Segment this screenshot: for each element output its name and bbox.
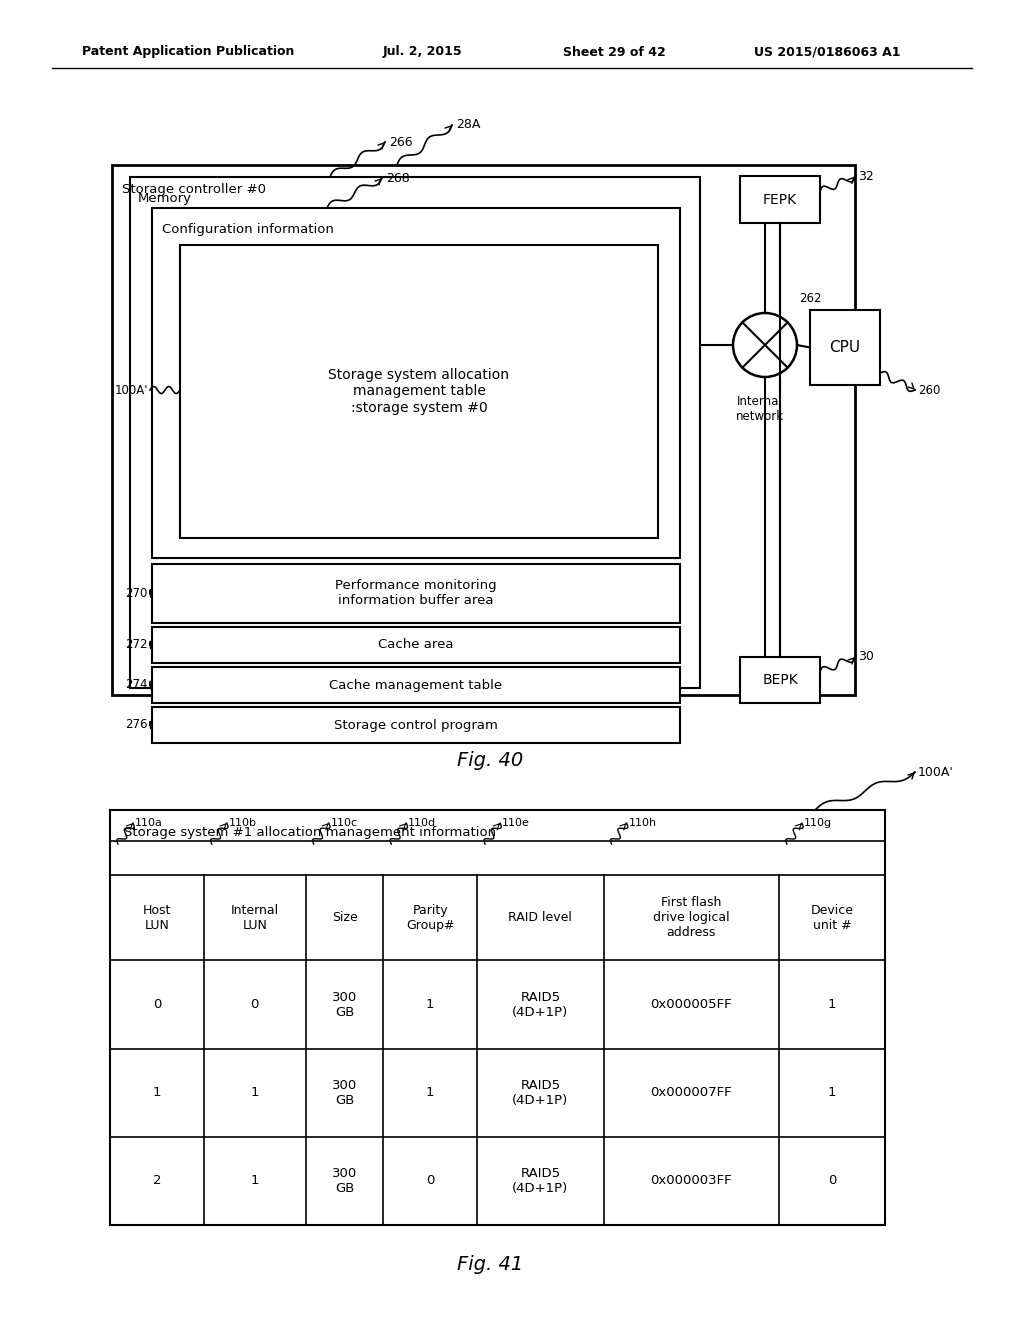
Bar <box>152 209 680 558</box>
Text: FEPK: FEPK <box>763 193 797 206</box>
Text: CPU: CPU <box>829 341 860 355</box>
Bar <box>180 246 658 539</box>
Bar <box>740 657 820 704</box>
Bar <box>810 310 880 385</box>
Text: 1: 1 <box>426 1086 434 1100</box>
Text: Patent Application Publication: Patent Application Publication <box>82 45 294 58</box>
Text: 260: 260 <box>918 384 940 396</box>
Text: 1: 1 <box>153 1086 161 1100</box>
Text: 266: 266 <box>389 136 413 149</box>
Bar <box>152 667 680 704</box>
Text: 0: 0 <box>153 998 161 1011</box>
Text: First flash
drive logical
address: First flash drive logical address <box>653 896 729 940</box>
Text: 270: 270 <box>126 587 148 601</box>
Text: 1: 1 <box>426 998 434 1011</box>
Text: 0: 0 <box>827 1175 837 1188</box>
Text: Internal
LUN: Internal LUN <box>230 904 279 932</box>
Text: 28A: 28A <box>456 119 480 132</box>
Bar <box>112 165 855 696</box>
Text: Host
LUN: Host LUN <box>142 904 171 932</box>
Bar <box>130 177 700 688</box>
Text: Storage control program: Storage control program <box>334 718 498 731</box>
Text: Cache area: Cache area <box>378 639 454 652</box>
Bar <box>152 564 680 623</box>
Text: Internal
network: Internal network <box>736 395 784 422</box>
Text: 1: 1 <box>827 1086 837 1100</box>
Bar <box>152 627 680 663</box>
Text: 274: 274 <box>126 678 148 692</box>
Text: 0x000007FF: 0x000007FF <box>650 1086 732 1100</box>
Text: 0x000005FF: 0x000005FF <box>650 998 732 1011</box>
Text: Parity
Group#: Parity Group# <box>406 904 455 932</box>
Text: 1: 1 <box>827 998 837 1011</box>
Text: 300
GB: 300 GB <box>332 1078 357 1106</box>
Text: Memory: Memory <box>138 191 193 205</box>
Text: 110c: 110c <box>331 818 358 828</box>
Text: 300
GB: 300 GB <box>332 1167 357 1195</box>
Text: Storage system allocation
management table
:storage system #0: Storage system allocation management tab… <box>329 368 510 414</box>
Text: 268: 268 <box>386 172 410 185</box>
Text: Sheet 29 of 42: Sheet 29 of 42 <box>562 45 666 58</box>
Text: RAID5
(4D+1P): RAID5 (4D+1P) <box>512 1078 568 1106</box>
Bar <box>740 176 820 223</box>
Text: Fig. 40: Fig. 40 <box>457 751 523 770</box>
Text: Storage system #1 allocation management information: Storage system #1 allocation management … <box>124 826 496 840</box>
Text: 100A': 100A' <box>115 384 148 396</box>
Text: 110b: 110b <box>228 818 257 828</box>
Text: US 2015/0186063 A1: US 2015/0186063 A1 <box>754 45 900 58</box>
Text: 1: 1 <box>251 1086 259 1100</box>
Text: Configuration information: Configuration information <box>162 223 334 236</box>
Text: 30: 30 <box>858 651 873 664</box>
Text: Size: Size <box>332 911 357 924</box>
Text: 110h: 110h <box>629 818 656 828</box>
Text: 0x000003FF: 0x000003FF <box>650 1175 732 1188</box>
Text: Storage controller #0: Storage controller #0 <box>122 183 266 195</box>
Text: 100A': 100A' <box>918 766 954 779</box>
Text: 0: 0 <box>426 1175 434 1188</box>
Text: 276: 276 <box>126 718 148 731</box>
Text: 2: 2 <box>153 1175 161 1188</box>
Text: RAID5
(4D+1P): RAID5 (4D+1P) <box>512 1167 568 1195</box>
Text: Cache management table: Cache management table <box>330 678 503 692</box>
Text: Jul. 2, 2015: Jul. 2, 2015 <box>382 45 462 58</box>
Text: 262: 262 <box>799 292 821 305</box>
Text: RAID level: RAID level <box>508 911 572 924</box>
Text: Performance monitoring
information buffer area: Performance monitoring information buffe… <box>335 579 497 607</box>
Text: 110e: 110e <box>502 818 530 828</box>
Text: 110g: 110g <box>804 818 833 828</box>
Text: 0: 0 <box>251 998 259 1011</box>
Text: RAID5
(4D+1P): RAID5 (4D+1P) <box>512 990 568 1019</box>
Text: 300
GB: 300 GB <box>332 990 357 1019</box>
Text: BEPK: BEPK <box>762 673 798 686</box>
Text: 32: 32 <box>858 170 873 183</box>
Bar <box>152 708 680 743</box>
Text: 1: 1 <box>251 1175 259 1188</box>
Text: Fig. 41: Fig. 41 <box>457 1255 523 1275</box>
Bar <box>110 810 885 1225</box>
Text: Device
unit #: Device unit # <box>810 904 853 932</box>
Text: 272: 272 <box>126 639 148 652</box>
Text: 110a: 110a <box>135 818 163 828</box>
Text: 110d: 110d <box>409 818 436 828</box>
